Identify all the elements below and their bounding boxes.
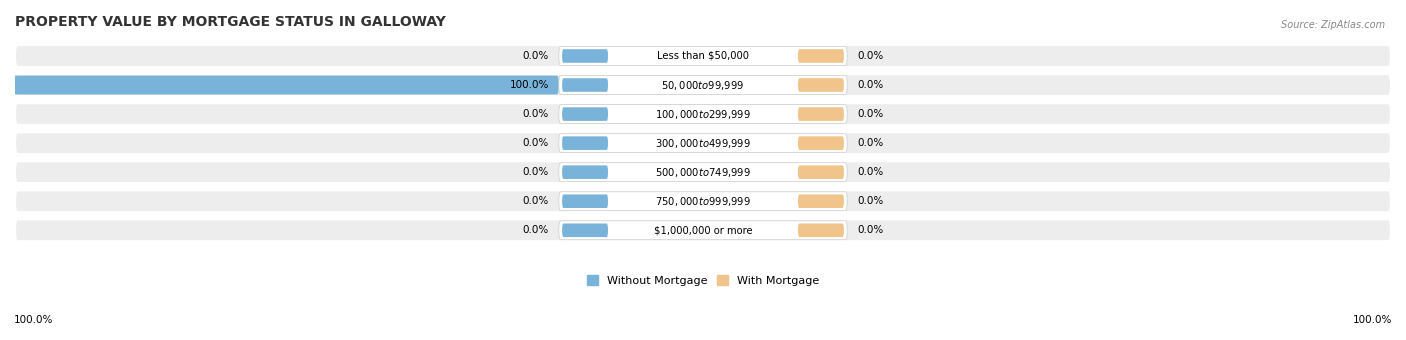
Text: Less than $50,000: Less than $50,000 bbox=[657, 51, 749, 61]
FancyBboxPatch shape bbox=[558, 134, 848, 153]
FancyBboxPatch shape bbox=[0, 75, 558, 95]
FancyBboxPatch shape bbox=[799, 136, 844, 150]
FancyBboxPatch shape bbox=[562, 223, 607, 237]
FancyBboxPatch shape bbox=[799, 223, 844, 237]
FancyBboxPatch shape bbox=[558, 47, 848, 65]
Text: 0.0%: 0.0% bbox=[523, 51, 548, 61]
FancyBboxPatch shape bbox=[15, 190, 1391, 212]
FancyBboxPatch shape bbox=[799, 107, 844, 121]
Text: 0.0%: 0.0% bbox=[858, 167, 883, 177]
Text: 0.0%: 0.0% bbox=[858, 225, 883, 235]
Text: $100,000 to $299,999: $100,000 to $299,999 bbox=[655, 107, 751, 121]
FancyBboxPatch shape bbox=[799, 194, 844, 208]
Text: $300,000 to $499,999: $300,000 to $499,999 bbox=[655, 137, 751, 150]
Text: 0.0%: 0.0% bbox=[858, 51, 883, 61]
FancyBboxPatch shape bbox=[15, 219, 1391, 241]
Text: PROPERTY VALUE BY MORTGAGE STATUS IN GALLOWAY: PROPERTY VALUE BY MORTGAGE STATUS IN GAL… bbox=[15, 15, 446, 29]
FancyBboxPatch shape bbox=[799, 78, 844, 92]
FancyBboxPatch shape bbox=[15, 132, 1391, 154]
Text: 0.0%: 0.0% bbox=[523, 167, 548, 177]
FancyBboxPatch shape bbox=[799, 49, 844, 63]
Text: 0.0%: 0.0% bbox=[523, 225, 548, 235]
FancyBboxPatch shape bbox=[562, 78, 607, 92]
Text: 0.0%: 0.0% bbox=[858, 138, 883, 148]
Text: 0.0%: 0.0% bbox=[858, 109, 883, 119]
Text: 100.0%: 100.0% bbox=[1353, 314, 1392, 325]
FancyBboxPatch shape bbox=[558, 221, 848, 240]
Text: 0.0%: 0.0% bbox=[523, 109, 548, 119]
FancyBboxPatch shape bbox=[15, 161, 1391, 183]
FancyBboxPatch shape bbox=[562, 165, 607, 179]
FancyBboxPatch shape bbox=[562, 107, 607, 121]
FancyBboxPatch shape bbox=[15, 74, 1391, 96]
FancyBboxPatch shape bbox=[558, 105, 848, 123]
FancyBboxPatch shape bbox=[558, 163, 848, 182]
Text: Source: ZipAtlas.com: Source: ZipAtlas.com bbox=[1281, 20, 1385, 30]
Text: 0.0%: 0.0% bbox=[858, 196, 883, 206]
Text: $50,000 to $99,999: $50,000 to $99,999 bbox=[661, 79, 745, 91]
FancyBboxPatch shape bbox=[558, 192, 848, 211]
Text: 0.0%: 0.0% bbox=[858, 80, 883, 90]
Text: 100.0%: 100.0% bbox=[509, 80, 548, 90]
Text: $500,000 to $749,999: $500,000 to $749,999 bbox=[655, 166, 751, 179]
FancyBboxPatch shape bbox=[562, 49, 607, 63]
Text: 0.0%: 0.0% bbox=[523, 138, 548, 148]
FancyBboxPatch shape bbox=[558, 75, 848, 95]
FancyBboxPatch shape bbox=[562, 136, 607, 150]
FancyBboxPatch shape bbox=[799, 165, 844, 179]
FancyBboxPatch shape bbox=[15, 103, 1391, 125]
Text: 0.0%: 0.0% bbox=[523, 196, 548, 206]
Text: 100.0%: 100.0% bbox=[14, 314, 53, 325]
FancyBboxPatch shape bbox=[15, 45, 1391, 67]
Legend: Without Mortgage, With Mortgage: Without Mortgage, With Mortgage bbox=[582, 271, 824, 290]
Text: $1,000,000 or more: $1,000,000 or more bbox=[654, 225, 752, 235]
Text: $750,000 to $999,999: $750,000 to $999,999 bbox=[655, 195, 751, 208]
FancyBboxPatch shape bbox=[562, 194, 607, 208]
